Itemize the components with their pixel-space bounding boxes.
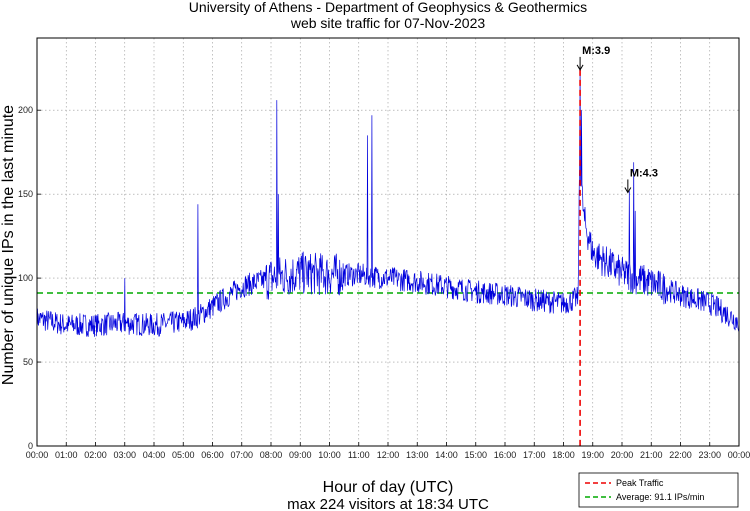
y-tick-label: 100 xyxy=(18,273,33,283)
x-tick-label: 09:00 xyxy=(289,450,312,460)
x-tick-label: 04:00 xyxy=(143,450,166,460)
traffic-series-line xyxy=(36,69,740,337)
y-tick-label: 200 xyxy=(18,105,33,115)
y-tick-label: 0 xyxy=(28,441,33,451)
annotation-label: M:3.9 xyxy=(582,45,610,57)
y-axis: 0 50 100 150 200 xyxy=(18,105,41,451)
x-tick-label: 18:00 xyxy=(552,450,575,460)
chart-title-line2: web site traffic for 07-Nov-2023 xyxy=(290,15,485,31)
x-tick-label: 07:00 xyxy=(230,450,253,460)
y-tick-label: 50 xyxy=(23,357,33,367)
x-tick-label: 10:00 xyxy=(318,450,341,460)
chart-title-line1: University of Athens - Department of Geo… xyxy=(189,0,587,15)
x-tick-label: 01:00 xyxy=(55,450,78,460)
x-tick-label: 05:00 xyxy=(172,450,195,460)
x-axis-label: Hour of day (UTC) xyxy=(323,479,454,496)
x-tick-label: 00:00 xyxy=(26,450,49,460)
chart-summary: max 224 visitors at 18:34 UTC xyxy=(287,496,489,511)
x-tick-label: 08:00 xyxy=(260,450,283,460)
x-tick-label: 11:00 xyxy=(348,450,370,460)
x-axis: 00:00 01:00 02:00 03:00 04:00 05:00 06:00 07:00… xyxy=(26,442,750,460)
grid-lines xyxy=(37,38,739,446)
x-tick-label: 15:00 xyxy=(464,450,487,460)
x-tick-label: 17:00 xyxy=(523,450,546,460)
legend-box xyxy=(578,472,739,508)
legend-average-label: Average: 91.1 IPs/min xyxy=(616,492,704,502)
x-tick-label: 20:00 xyxy=(611,450,634,460)
x-tick-label: 02:00 xyxy=(84,450,107,460)
x-tick-label: 22:00 xyxy=(669,450,692,460)
x-tick-label: 19:00 xyxy=(581,450,604,460)
x-tick-label: 03:00 xyxy=(113,450,136,460)
x-tick-label: 13:00 xyxy=(406,450,429,460)
annotation-arrow-head xyxy=(576,64,584,71)
legend: Peak Traffic Average: 91.1 IPs/min xyxy=(578,472,739,508)
annotation-label: M:4.3 xyxy=(630,167,658,179)
x-tick-label: 00:00 xyxy=(728,450,750,460)
x-tick-label: 16:00 xyxy=(494,450,517,460)
x-tick-label: 12:00 xyxy=(377,450,400,460)
x-tick-label: 14:00 xyxy=(435,450,458,460)
x-tick-label: 23:00 xyxy=(698,450,721,460)
x-tick-label: 21:00 xyxy=(640,450,663,460)
y-tick-label: 150 xyxy=(18,189,33,199)
legend-peak-label: Peak Traffic xyxy=(616,478,664,488)
annotation-arrow-head xyxy=(624,187,632,194)
y-axis-label: Number of unique IPs in the last minute xyxy=(0,105,17,385)
x-tick-label: 06:00 xyxy=(201,450,224,460)
